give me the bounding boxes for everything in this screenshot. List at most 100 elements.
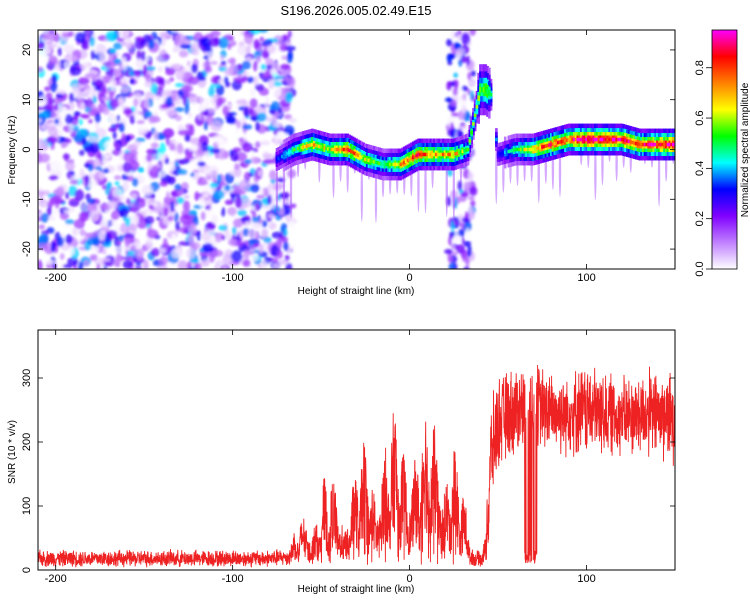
spectrogram-cell xyxy=(202,151,211,160)
spectrogram-cell xyxy=(455,121,460,128)
spectrogram-ridge-cell xyxy=(316,144,319,148)
spectrogram-cell xyxy=(226,124,238,130)
spectrogram-cell xyxy=(98,171,105,180)
spectrogram-cell xyxy=(231,226,237,235)
spectrogram-cell xyxy=(199,115,205,120)
spectrogram-ridge-cell xyxy=(341,147,344,152)
spectrogram-cell xyxy=(452,87,459,96)
spectrogram-cell xyxy=(185,86,190,98)
spectrogram-x-ticks: -200 -100 0 100 xyxy=(45,30,596,284)
spectrogram-cell xyxy=(190,258,200,264)
spectrogram-ridge-cell xyxy=(411,155,415,160)
spectrogram-ridge-cell xyxy=(422,152,426,157)
spectrogram-ridge-cell xyxy=(633,141,636,145)
spectrogram-cell xyxy=(94,43,107,55)
spectrogram-ridge-cell xyxy=(410,156,413,161)
spectrogram-cell xyxy=(97,257,110,263)
spectrogram-ridge-cell xyxy=(387,162,390,167)
spectrogram-cell xyxy=(187,76,200,85)
spectrogram-cell xyxy=(144,66,156,71)
spectrogram-cell xyxy=(469,209,475,220)
spectrogram-cell xyxy=(446,81,452,92)
spectrogram-ridge-cell xyxy=(298,146,302,150)
spectrogram-ridge-cell xyxy=(654,142,657,147)
spectrogram-ridge-cell xyxy=(634,141,638,146)
spectrogram-noise-layer xyxy=(38,30,478,269)
spectrogram-cell xyxy=(134,248,145,260)
spectrogram-cell xyxy=(235,152,247,162)
spectrogram-cell xyxy=(177,260,188,269)
spectrogram-ridge-cell xyxy=(399,162,403,167)
spectrogram-cell xyxy=(178,124,185,131)
spectrogram-ridge-cell xyxy=(440,152,443,157)
spectrogram-cell xyxy=(100,216,110,228)
spectrogram-cell xyxy=(255,55,261,63)
x-tick-label: -100 xyxy=(222,272,244,284)
spectrogram-cell xyxy=(102,106,110,116)
spectrogram-cell xyxy=(204,200,211,206)
spectrogram-cell xyxy=(174,183,182,191)
spectrogram-cell xyxy=(448,262,457,269)
spectrogram-y-label: Frequency (Hz) xyxy=(7,116,18,185)
spectrogram-ridge-cell xyxy=(512,148,516,152)
spectrogram-cell xyxy=(161,54,171,60)
spectrogram-cell xyxy=(210,60,218,65)
spectrogram-cell xyxy=(271,231,283,239)
spectrogram-cell xyxy=(63,43,75,53)
spectrogram-cell xyxy=(229,187,234,193)
spectrogram-cell xyxy=(88,119,93,124)
spectrogram-cell xyxy=(38,95,48,106)
spectrogram-cell xyxy=(188,209,198,216)
spectrogram-ridge-cell xyxy=(438,152,442,157)
spectrogram-ridge-cell xyxy=(450,152,454,157)
spectrogram-y-ticks: -20 -10 0 10 20 xyxy=(21,44,675,257)
spectrogram-cell xyxy=(64,234,73,244)
spectrogram-cell xyxy=(457,180,463,192)
spectrogram-cell xyxy=(46,136,58,144)
spectrogram-ridge-cell xyxy=(528,147,532,152)
spectrogram-cell xyxy=(73,111,81,117)
spectrogram-cell xyxy=(201,186,210,198)
spectrogram-cell xyxy=(186,247,196,259)
spectrogram-ridge-cell xyxy=(339,147,342,152)
spectrogram-ridge-cell xyxy=(565,138,569,142)
spectrogram-cell xyxy=(252,60,258,72)
spectrogram-cell xyxy=(167,262,175,269)
spectrogram-cell xyxy=(113,175,122,180)
spectrogram-cell xyxy=(256,112,267,122)
spectrogram-cell xyxy=(104,140,111,150)
spectrogram-ridge-cell xyxy=(374,160,378,165)
spectrogram-cell xyxy=(234,131,242,139)
spectrogram-cell xyxy=(250,254,260,262)
spectrogram-cell xyxy=(109,48,117,54)
spectrogram-cell xyxy=(235,176,240,186)
spectrogram-cell xyxy=(148,115,161,124)
spectrogram-ridge-cell xyxy=(335,147,339,152)
spectrogram-cell xyxy=(461,217,471,223)
spectrogram-ridge-cell xyxy=(592,137,596,142)
spectrogram-ridge-cell xyxy=(392,162,396,167)
spectrogram-cell xyxy=(253,75,259,88)
spectrogram-cell xyxy=(444,248,453,255)
spectrogram-cell xyxy=(151,165,159,176)
spectrogram-cell xyxy=(270,178,276,185)
spectrogram-ridge-cell xyxy=(293,147,296,152)
spectrogram-cell xyxy=(188,144,199,152)
spectrogram-ridge-cell xyxy=(636,142,640,146)
spectrogram-cell xyxy=(113,67,121,78)
spectrogram-cell xyxy=(226,116,237,125)
spectrogram-cell xyxy=(242,259,251,268)
spectrogram-cell xyxy=(79,168,85,178)
spectrogram-ridge-cell xyxy=(353,151,357,156)
spectrogram-cell xyxy=(460,56,468,64)
spectrogram-cell xyxy=(38,185,49,192)
spectrogram-cell xyxy=(132,70,143,75)
spectrogram-ridge-cell xyxy=(620,137,624,142)
spectrogram-cell xyxy=(254,203,259,210)
spectrogram-cell xyxy=(594,143,597,201)
spectrogram-ridge-cell xyxy=(594,137,597,142)
spectrogram-ridge-cell xyxy=(296,146,300,151)
spectrogram-cell xyxy=(210,120,223,132)
spectrogram-ridge-cell xyxy=(534,147,537,151)
spectrogram-cell xyxy=(104,254,116,267)
